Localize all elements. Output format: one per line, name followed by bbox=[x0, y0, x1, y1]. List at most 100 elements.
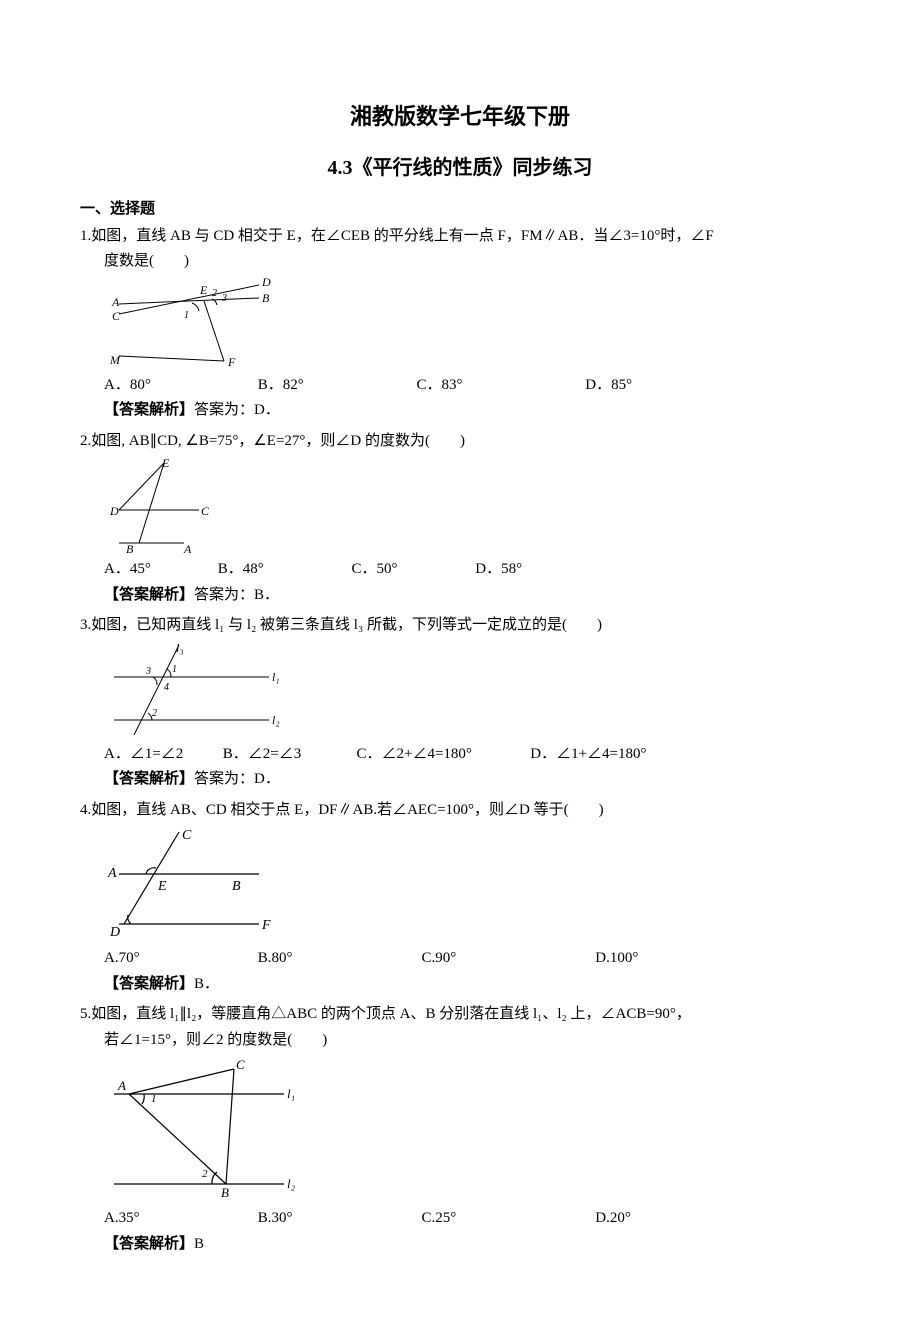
q2-optA: A．45° bbox=[104, 558, 214, 581]
q1-optD: D．85° bbox=[585, 374, 705, 397]
svg-text:D: D bbox=[109, 925, 120, 940]
q2-optD: D．58° bbox=[475, 558, 575, 581]
q4-options: A.70° B.80° C.90° D.100° bbox=[80, 947, 840, 970]
q1-answer-text: 答案为：D． bbox=[194, 402, 280, 418]
q5-answer: 【答案解析】B bbox=[80, 1233, 840, 1256]
q4-optD: D.100° bbox=[595, 947, 695, 970]
q2-answer-label: 【答案解析】 bbox=[104, 587, 194, 603]
svg-text:F: F bbox=[227, 355, 236, 369]
svg-text:D: D bbox=[261, 276, 271, 289]
q5-text-1: 5.如图，直线 l₁∥l₂，等腰直角△ABC 的两个顶点 A、B 分别落在直线 … bbox=[80, 1003, 840, 1026]
q3-figure: l₁ l₂ l₃ 1 3 4 2 bbox=[80, 640, 840, 740]
q1-figure: A B C D E M F 1 2 3 bbox=[80, 276, 840, 371]
q5-optD: D.20° bbox=[595, 1207, 695, 1230]
svg-text:B: B bbox=[262, 291, 270, 305]
q1-svg: A B C D E M F 1 2 3 bbox=[104, 276, 274, 371]
svg-text:E: E bbox=[199, 283, 208, 297]
q3-answer-text: 答案为：D． bbox=[194, 771, 280, 787]
svg-text:1: 1 bbox=[172, 664, 177, 675]
q1-optA: A．80° bbox=[104, 374, 254, 397]
svg-text:l₃: l₃ bbox=[176, 641, 184, 655]
title-sub: 4.3《平行线的性质》同步练习 bbox=[80, 153, 840, 183]
question-1: 1.如图，直线 AB 与 CD 相交于 E，在∠CEB 的平分线上有一点 F，F… bbox=[80, 225, 840, 422]
svg-text:l₂: l₂ bbox=[272, 713, 280, 727]
svg-text:2: 2 bbox=[202, 1168, 208, 1180]
q1-optC: C．83° bbox=[417, 374, 582, 397]
question-5: 5.如图，直线 l₁∥l₂，等腰直角△ABC 的两个顶点 A、B 分别落在直线 … bbox=[80, 1003, 840, 1255]
q2-optC: C．50° bbox=[352, 558, 472, 581]
q2-svg: E D C B A bbox=[104, 455, 224, 555]
q5-optA: A.35° bbox=[104, 1207, 254, 1230]
q4-text: 4.如图，直线 AB、CD 相交于点 E，DF∥AB.若∠AEC=100°，则∠… bbox=[80, 799, 840, 822]
section-header: 一、选择题 bbox=[80, 198, 840, 221]
svg-text:3: 3 bbox=[145, 666, 151, 677]
q3-optA: A．∠1=∠2 bbox=[104, 743, 219, 766]
svg-text:2: 2 bbox=[152, 708, 157, 719]
q2-answer-text: 答案为：B． bbox=[194, 587, 279, 603]
svg-text:E: E bbox=[161, 456, 170, 470]
q5-optC: C.25° bbox=[422, 1207, 592, 1230]
q2-optB: B．48° bbox=[218, 558, 348, 581]
q4-optB: B.80° bbox=[258, 947, 418, 970]
q3-answer-label: 【答案解析】 bbox=[104, 771, 194, 787]
svg-text:2: 2 bbox=[212, 288, 217, 299]
q2-figure: E D C B A bbox=[80, 455, 840, 555]
q1-text-2: 度数是( ) bbox=[80, 250, 840, 273]
q4-svg: C A B E D F bbox=[104, 824, 279, 944]
question-4: 4.如图，直线 AB、CD 相交于点 E，DF∥AB.若∠AEC=100°，则∠… bbox=[80, 799, 840, 996]
svg-text:l₂: l₂ bbox=[287, 1176, 296, 1191]
q3-options: A．∠1=∠2 B．∠2=∠3 C．∠2+∠4=180° D．∠1+∠4=180… bbox=[80, 743, 840, 766]
q3-optB: B．∠2=∠3 bbox=[223, 743, 353, 766]
q5-svg: A C B l₁ l₂ 1 2 bbox=[104, 1054, 304, 1204]
q4-answer-label: 【答案解析】 bbox=[104, 976, 194, 992]
svg-text:M: M bbox=[109, 353, 121, 367]
q4-optC: C.90° bbox=[422, 947, 592, 970]
q3-svg: l₁ l₂ l₃ 1 3 4 2 bbox=[104, 640, 289, 740]
q1-text-1: 1.如图，直线 AB 与 CD 相交于 E，在∠CEB 的平分线上有一点 F，F… bbox=[80, 225, 840, 248]
q5-optB: B.30° bbox=[258, 1207, 418, 1230]
svg-text:A: A bbox=[117, 1078, 126, 1093]
q3-optD: D．∠1+∠4=180° bbox=[530, 743, 680, 766]
svg-text:4: 4 bbox=[164, 682, 169, 693]
q3-answer: 【答案解析】答案为：D． bbox=[80, 768, 840, 791]
q4-figure: C A B E D F bbox=[80, 824, 840, 944]
svg-text:D: D bbox=[109, 504, 119, 518]
svg-text:l₁: l₁ bbox=[287, 1086, 295, 1101]
svg-text:1: 1 bbox=[151, 1093, 157, 1105]
question-3: 3.如图，已知两直线 l₁ 与 l₂ 被第三条直线 l₃ 所截，下列等式一定成立… bbox=[80, 614, 840, 791]
svg-text:A: A bbox=[107, 866, 117, 881]
svg-text:A: A bbox=[111, 295, 120, 309]
q5-options: A.35° B.30° C.25° D.20° bbox=[80, 1207, 840, 1230]
svg-text:C: C bbox=[201, 504, 210, 518]
q5-answer-label: 【答案解析】 bbox=[104, 1236, 194, 1252]
svg-text:3: 3 bbox=[221, 293, 227, 304]
svg-text:B: B bbox=[126, 542, 134, 555]
svg-text:B: B bbox=[221, 1185, 229, 1200]
svg-text:B: B bbox=[232, 879, 241, 894]
q1-answer: 【答案解析】答案为：D． bbox=[80, 399, 840, 422]
svg-text:C: C bbox=[112, 309, 121, 323]
svg-text:F: F bbox=[261, 918, 271, 933]
q5-answer-text: B bbox=[194, 1236, 204, 1252]
q5-text-2: 若∠1=15°，则∠2 的度数是( ) bbox=[80, 1029, 840, 1052]
q2-text: 2.如图, AB∥CD, ∠B=75°，∠E=27°，则∠D 的度数为( ) bbox=[80, 430, 840, 453]
q1-options: A．80° B．82° C．83° D．85° bbox=[80, 374, 840, 397]
q3-optC: C．∠2+∠4=180° bbox=[357, 743, 527, 766]
q4-answer-text: B． bbox=[194, 976, 219, 992]
svg-text:C: C bbox=[182, 828, 192, 843]
q4-answer: 【答案解析】B． bbox=[80, 973, 840, 996]
svg-text:C: C bbox=[236, 1057, 245, 1072]
question-2: 2.如图, AB∥CD, ∠B=75°，∠E=27°，则∠D 的度数为( ) E… bbox=[80, 430, 840, 607]
q1-answer-label: 【答案解析】 bbox=[104, 402, 194, 418]
q4-optA: A.70° bbox=[104, 947, 254, 970]
svg-text:A: A bbox=[183, 542, 192, 555]
title-main: 湘教版数学七年级下册 bbox=[80, 100, 840, 133]
q1-optB: B．82° bbox=[258, 374, 413, 397]
q5-figure: A C B l₁ l₂ 1 2 bbox=[80, 1054, 840, 1204]
q2-options: A．45° B．48° C．50° D．58° bbox=[80, 558, 840, 581]
svg-text:E: E bbox=[157, 879, 167, 894]
q2-answer: 【答案解析】答案为：B． bbox=[80, 584, 840, 607]
svg-text:l₁: l₁ bbox=[272, 670, 280, 684]
svg-text:1: 1 bbox=[184, 310, 189, 321]
q3-text: 3.如图，已知两直线 l₁ 与 l₂ 被第三条直线 l₃ 所截，下列等式一定成立… bbox=[80, 614, 840, 637]
